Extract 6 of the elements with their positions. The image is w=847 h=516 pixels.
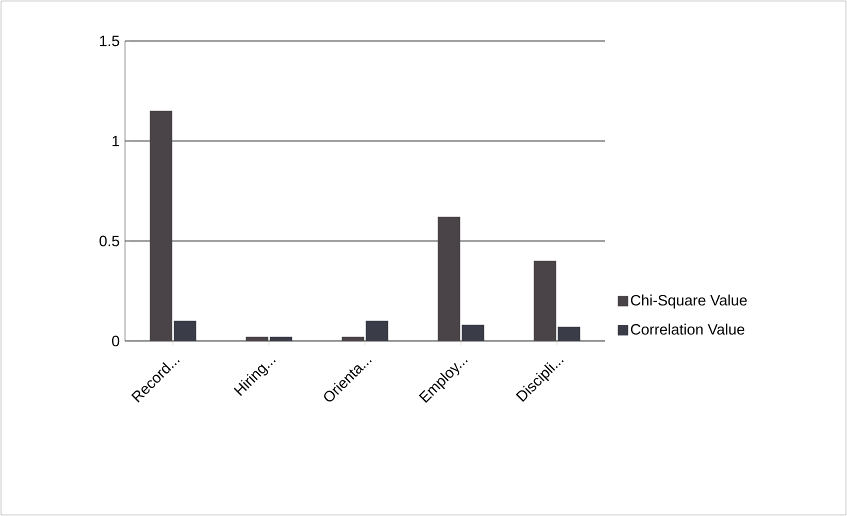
y-tick-label: 0 [112, 336, 120, 346]
y-tick-label: 0.5 [100, 236, 120, 246]
legend-label: Correlation Value [630, 324, 744, 335]
y-tick-label: 1.5 [100, 36, 120, 46]
y-tick-label: 1 [112, 136, 120, 146]
legend-label: Chi-Square Value [630, 294, 747, 309]
